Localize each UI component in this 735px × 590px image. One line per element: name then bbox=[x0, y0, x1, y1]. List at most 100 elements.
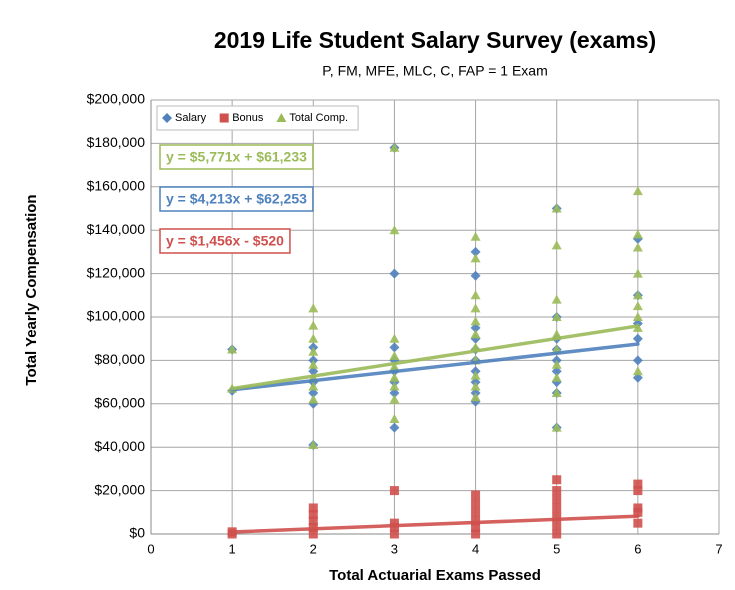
marker-triangle bbox=[389, 333, 400, 343]
marker-diamond bbox=[308, 366, 319, 377]
y-tick-label: $120,000 bbox=[87, 264, 146, 280]
marker-square bbox=[552, 475, 562, 485]
marker-triangle bbox=[389, 225, 400, 235]
x-tick-label: 0 bbox=[147, 541, 154, 556]
marker-triangle bbox=[632, 290, 643, 300]
marker-square bbox=[552, 486, 562, 496]
marker-diamond bbox=[308, 387, 319, 398]
marker-square bbox=[389, 529, 399, 539]
marker-triangle bbox=[308, 333, 319, 343]
legend-box bbox=[156, 105, 359, 131]
marker-triangle bbox=[470, 370, 481, 380]
marker-square bbox=[219, 113, 229, 123]
marker-diamond bbox=[389, 342, 400, 353]
x-tick-label: 1 bbox=[229, 541, 236, 556]
marker-square bbox=[471, 529, 481, 539]
marker-triangle bbox=[551, 387, 562, 397]
trend-label: y = $1,456x - $520 bbox=[166, 233, 284, 249]
marker-triangle bbox=[470, 290, 481, 300]
y-tick-label: $200,000 bbox=[87, 91, 146, 107]
marker-square bbox=[552, 494, 562, 504]
marker-triangle bbox=[551, 422, 562, 432]
marker-triangle bbox=[308, 359, 319, 369]
marker-triangle bbox=[470, 316, 481, 326]
marker-diamond bbox=[470, 246, 481, 257]
legend: Salary Bonus Total Comp. bbox=[156, 105, 359, 131]
trend-label-box bbox=[159, 228, 291, 254]
marker-triangle bbox=[308, 346, 319, 356]
chart-subtitle: P, FM, MFE, MLC, C, FAP = 1 Exam bbox=[322, 63, 547, 79]
marker-square bbox=[471, 499, 481, 509]
y-tick-label: $20,000 bbox=[94, 481, 145, 497]
marker-square bbox=[552, 529, 562, 539]
marker-triangle bbox=[470, 231, 481, 241]
marker-square bbox=[308, 516, 318, 526]
marker-diamond bbox=[389, 422, 400, 433]
marker-triangle bbox=[276, 113, 287, 122]
marker-triangle bbox=[389, 361, 400, 371]
marker-diamond bbox=[632, 333, 643, 344]
marker-diamond bbox=[389, 268, 400, 279]
marker-triangle bbox=[308, 320, 319, 330]
marker-triangle bbox=[308, 440, 319, 450]
marker-triangle bbox=[389, 372, 400, 382]
marker-diamond bbox=[632, 355, 643, 366]
y-tick-label: $60,000 bbox=[94, 395, 145, 411]
legend-label: Bonus bbox=[232, 112, 264, 124]
marker-diamond bbox=[470, 322, 481, 333]
marker-triangle bbox=[551, 312, 562, 321]
marker-triangle bbox=[632, 268, 643, 278]
x-tick-label: 7 bbox=[715, 541, 722, 556]
marker-triangle bbox=[389, 381, 400, 391]
marker-square bbox=[633, 503, 643, 513]
trendline bbox=[230, 342, 640, 392]
marker-triangle bbox=[470, 303, 481, 313]
marker-diamond bbox=[162, 113, 172, 123]
marker-square bbox=[552, 503, 562, 513]
marker-triangle bbox=[632, 229, 643, 239]
marker-square bbox=[552, 520, 562, 530]
marker-triangle bbox=[551, 240, 562, 250]
marker-square bbox=[308, 509, 318, 519]
trend-label-box bbox=[159, 144, 314, 170]
marker-diamond bbox=[551, 366, 562, 377]
marker-triangle bbox=[632, 366, 643, 376]
marker-triangle bbox=[389, 142, 400, 152]
marker-triangle bbox=[389, 351, 400, 361]
y-axis-label: Total Yearly Compensation bbox=[23, 194, 40, 385]
y-tick-label: $100,000 bbox=[87, 308, 146, 324]
y-tick-label: $160,000 bbox=[87, 178, 146, 194]
marker-triangle bbox=[470, 329, 481, 339]
marker-diamond bbox=[470, 270, 481, 281]
marker-square bbox=[308, 529, 318, 539]
marker-diamond bbox=[389, 387, 400, 398]
marker-triangle bbox=[470, 392, 481, 402]
marker-square bbox=[633, 486, 643, 496]
marker-triangle bbox=[227, 344, 238, 354]
marker-triangle bbox=[470, 253, 481, 263]
marker-square bbox=[389, 486, 399, 496]
x-tick-label: 4 bbox=[472, 541, 479, 556]
x-tick-label: 6 bbox=[634, 541, 641, 556]
marker-triangle bbox=[632, 242, 643, 252]
marker-triangle bbox=[308, 303, 319, 313]
marker-triangle bbox=[551, 372, 562, 382]
marker-triangle bbox=[389, 394, 400, 404]
trend-label-box bbox=[159, 186, 314, 212]
marker-square bbox=[471, 522, 481, 532]
y-tick-label: $180,000 bbox=[87, 134, 146, 150]
marker-square bbox=[308, 503, 318, 513]
y-tick-label: $40,000 bbox=[94, 438, 145, 454]
marker-triangle bbox=[308, 381, 319, 391]
x-axis-label: Total Actuarial Exams Passed bbox=[329, 567, 541, 584]
marker-triangle bbox=[551, 294, 562, 304]
marker-triangle bbox=[632, 301, 643, 311]
marker-triangle bbox=[308, 394, 319, 404]
marker-triangle bbox=[551, 329, 562, 339]
marker-square bbox=[471, 490, 481, 500]
marker-triangle bbox=[632, 186, 643, 196]
marker-diamond bbox=[632, 372, 643, 383]
marker-triangle bbox=[551, 203, 562, 213]
marker-triangle bbox=[470, 381, 481, 391]
